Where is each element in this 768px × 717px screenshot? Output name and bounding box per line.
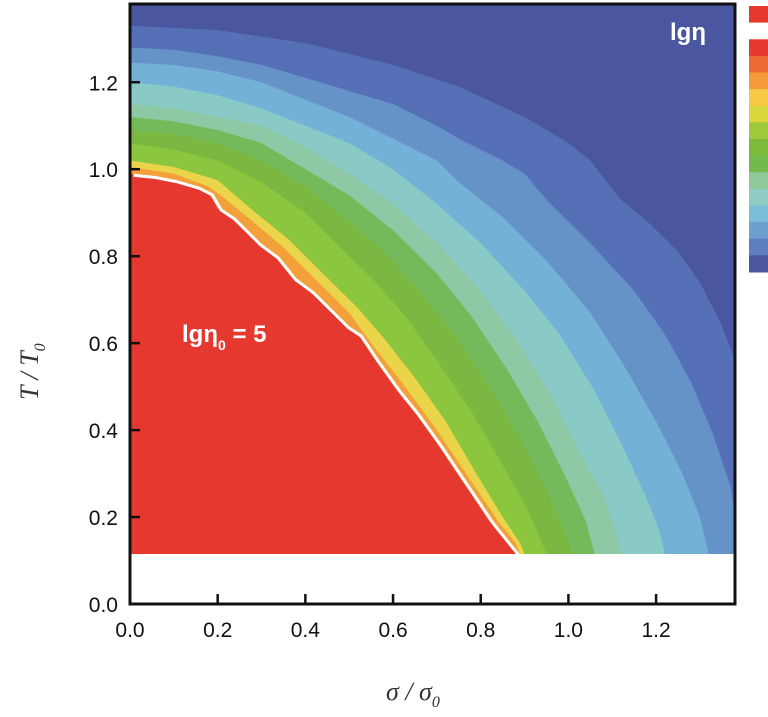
colorbar-swatch [749, 122, 768, 140]
x-axis-ticks: 0.0 0.2 0.4 0.6 0.8 1.0 1.2 [115, 594, 671, 642]
annotation-label: lgη0 = 5 [182, 321, 267, 353]
y-tick-label: 0.4 [89, 420, 119, 443]
y-tick-label: 0.2 [89, 507, 118, 530]
colorbar-swatch [749, 6, 768, 24]
colorbar-swatch [749, 22, 768, 40]
colorbar-swatch [749, 89, 768, 107]
colorbar [749, 6, 768, 273]
x-tick-label: 0.4 [291, 619, 321, 642]
colorbar-swatch [749, 139, 768, 157]
colorbar-swatch [749, 172, 768, 190]
colorbar-swatch [749, 72, 768, 90]
y-axis-title: T / T0 [15, 343, 49, 400]
colorbar-swatch [749, 188, 768, 206]
y-tick-label: 0.8 [89, 246, 118, 269]
colorbar-swatch [749, 55, 768, 73]
x-tick-label: 1.0 [554, 619, 583, 642]
colorbar-swatch [749, 238, 768, 256]
y-tick-label: 0.6 [89, 333, 118, 356]
colorbar-swatch [749, 205, 768, 223]
y-tick-label: 1.0 [89, 159, 118, 182]
x-axis-title: σ / σ0 [386, 677, 440, 711]
colorbar-swatch [749, 155, 768, 173]
contour-layer [130, 4, 735, 555]
colorbar-swatch [749, 222, 768, 240]
colorbar-swatch [749, 39, 768, 57]
boundary-line [133, 173, 521, 557]
x-tick-label: 0.6 [378, 619, 407, 642]
x-tick-label: 1.2 [641, 619, 670, 642]
x-tick-label: 0.2 [203, 619, 232, 642]
x-tick-label: 0.8 [466, 619, 495, 642]
y-tick-label: 1.2 [89, 72, 118, 95]
colorbar-swatch [749, 105, 768, 123]
y-axis-ticks: 0.0 0.2 0.4 0.6 0.8 1.0 1.2 [89, 72, 140, 617]
y-tick-label: 0.0 [89, 594, 118, 617]
plot-frame [128, 2, 737, 606]
x-tick-label: 0.0 [115, 619, 144, 642]
contour-band-5 [130, 173, 516, 554]
colorbar-swatch [749, 255, 768, 273]
colorbar-label: lgη [670, 19, 706, 46]
